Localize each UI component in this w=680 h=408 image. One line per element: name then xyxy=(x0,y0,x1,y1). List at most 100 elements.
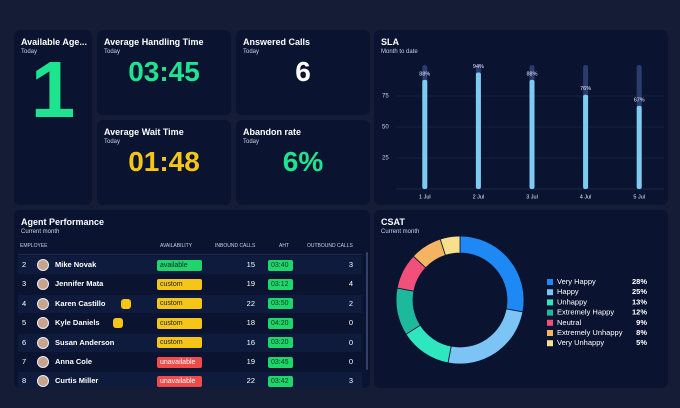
x-tick-label: 2 Jul xyxy=(473,194,485,200)
aht-badge: 03:20 xyxy=(268,337,293,349)
bar xyxy=(636,105,642,189)
table-row: 8 Curtis Miller unavailable 22 03:42 3 xyxy=(18,372,362,388)
legend-label: Very Happy xyxy=(557,277,596,286)
x-tick-label: 3 Jul xyxy=(526,194,538,200)
legend-label: Happy xyxy=(557,287,579,296)
avatar xyxy=(37,278,49,291)
x-tick-label: 5 Jul xyxy=(633,194,645,200)
employee-name: Mike Novak xyxy=(55,260,97,269)
legend-value: 9% xyxy=(636,318,647,327)
donut-slice xyxy=(459,235,525,313)
table-row: 6 Susan Anderson custom 16 03:20 0 xyxy=(18,333,362,352)
employee-name: Anna Cole xyxy=(55,357,93,366)
row-rank: 4 xyxy=(22,298,27,308)
tile-title: Available Age... xyxy=(21,37,87,47)
inbound-calls: 19 xyxy=(246,279,255,289)
kpi-tile: Abandon rate Today 6% xyxy=(236,120,370,205)
legend-label: Unhappy xyxy=(557,297,587,306)
row-rank: 3 xyxy=(22,279,27,289)
legend-label: Extremely Happy xyxy=(557,308,614,317)
legend-value: 8% xyxy=(636,328,647,337)
table-row: 4 Karen Castillo custom 22 03:50 2 xyxy=(18,294,362,313)
legend-label: Extremely Unhappy xyxy=(557,328,623,337)
avatar xyxy=(37,259,49,271)
tile-subtitle: Today xyxy=(243,49,260,55)
badge-icon xyxy=(121,298,132,309)
x-tick-label: 4 Jul xyxy=(580,194,592,200)
sla-chart: 25 50 75 88% 1 Jul 94% 2 Jul 88% 3 Jul 76% 4 Jul 67… xyxy=(382,64,664,200)
bar xyxy=(583,94,589,189)
legend-label: Neutral xyxy=(557,318,582,327)
csat-panel: CSAT Current month Very Happy 28% Happy 25% Un… xyxy=(374,210,668,388)
csat-chart: Very Happy 28% Happy 25% Unhappy 13% Extremely… xyxy=(395,235,647,365)
inbound-calls: 19 xyxy=(246,357,255,366)
value-label: 67% xyxy=(634,97,645,103)
y-tick-label: 25 xyxy=(382,156,389,162)
legend-swatch xyxy=(547,319,553,326)
outbound-calls: 0 xyxy=(348,337,353,347)
scrollbar xyxy=(366,252,368,370)
legend-value: 5% xyxy=(636,338,647,347)
column-header: AHT xyxy=(279,243,289,249)
kpi-value: 6 xyxy=(295,56,311,87)
legend-value: 13% xyxy=(632,297,647,306)
x-tick-label: 1 Jul xyxy=(419,194,431,200)
kpi-tile: Average Wait Time Today 01:48 xyxy=(97,120,231,205)
availability-badge: unavailable xyxy=(157,375,202,387)
table-title: Agent Performance xyxy=(21,217,105,227)
legend-value: 12% xyxy=(632,308,647,317)
outbound-calls: 0 xyxy=(348,318,353,328)
value-label: 94% xyxy=(473,64,484,70)
badge-icon xyxy=(112,318,123,329)
bar xyxy=(475,72,481,189)
table-row: 2 Mike Novak available 15 03:40 3 xyxy=(18,256,362,274)
bar xyxy=(422,79,428,189)
outbound-calls: 4 xyxy=(348,279,353,289)
inbound-calls: 22 xyxy=(246,376,255,386)
y-tick-label: 75 xyxy=(382,94,389,100)
aht-badge: 03:42 xyxy=(268,375,293,387)
header-divider xyxy=(18,254,362,255)
value-label: 76% xyxy=(580,86,591,92)
chart-title: CSAT xyxy=(381,217,405,227)
availability-badge: custom xyxy=(157,317,202,329)
inbound-calls: 18 xyxy=(246,318,255,328)
row-rank: 6 xyxy=(22,337,27,347)
legend-value: 28% xyxy=(632,277,647,286)
inbound-calls: 22 xyxy=(246,298,255,308)
avatar xyxy=(37,375,49,388)
chart-subtitle: Current month xyxy=(381,229,420,235)
avatar xyxy=(37,317,49,330)
availability-badge: available xyxy=(157,259,202,271)
tile-subtitle: Today xyxy=(21,49,38,55)
donut-slice xyxy=(405,324,452,364)
legend-swatch xyxy=(547,299,553,306)
kpi-tile: Available Age... Today 1 xyxy=(14,30,92,205)
availability-badge: custom xyxy=(157,298,202,310)
aht-badge: 04:20 xyxy=(268,317,293,329)
aht-badge: 03:12 xyxy=(268,278,293,290)
legend-swatch xyxy=(547,289,553,296)
aht-badge: 03:50 xyxy=(268,298,293,310)
tile-title: Abandon rate xyxy=(243,127,302,137)
table-row: 7 Anna Cole unavailable 19 03:45 0 xyxy=(18,353,362,371)
chart-subtitle: Month to date xyxy=(381,49,418,55)
tile-title: Average Handling Time xyxy=(104,37,204,47)
value-label: 88% xyxy=(526,71,537,77)
bar xyxy=(529,79,535,189)
availability-badge: unavailable xyxy=(157,356,202,368)
kpi-tile: Answered Calls Today 6 xyxy=(236,30,370,115)
legend-swatch xyxy=(547,340,553,347)
kpi-value: 6% xyxy=(282,146,324,177)
column-header: OUTBOUND CALLS xyxy=(307,243,353,249)
donut-slice xyxy=(439,235,461,256)
inbound-calls: 15 xyxy=(246,260,255,269)
legend-swatch xyxy=(547,330,553,336)
column-header: AVAILABILITY xyxy=(160,243,193,249)
outbound-calls: 3 xyxy=(348,376,353,386)
row-rank: 8 xyxy=(22,376,27,386)
tile-subtitle: Today xyxy=(104,139,121,145)
donut-slice xyxy=(395,287,421,335)
availability-badge: custom xyxy=(157,278,202,290)
